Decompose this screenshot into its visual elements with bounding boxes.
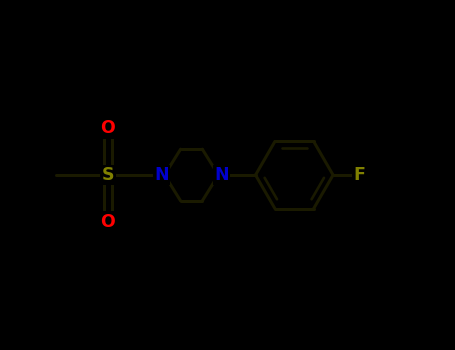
Text: F: F — [354, 166, 365, 184]
Text: N: N — [154, 166, 169, 184]
Text: N: N — [214, 166, 228, 184]
Text: S: S — [102, 166, 114, 184]
Text: O: O — [101, 212, 116, 231]
Text: O: O — [101, 119, 116, 138]
